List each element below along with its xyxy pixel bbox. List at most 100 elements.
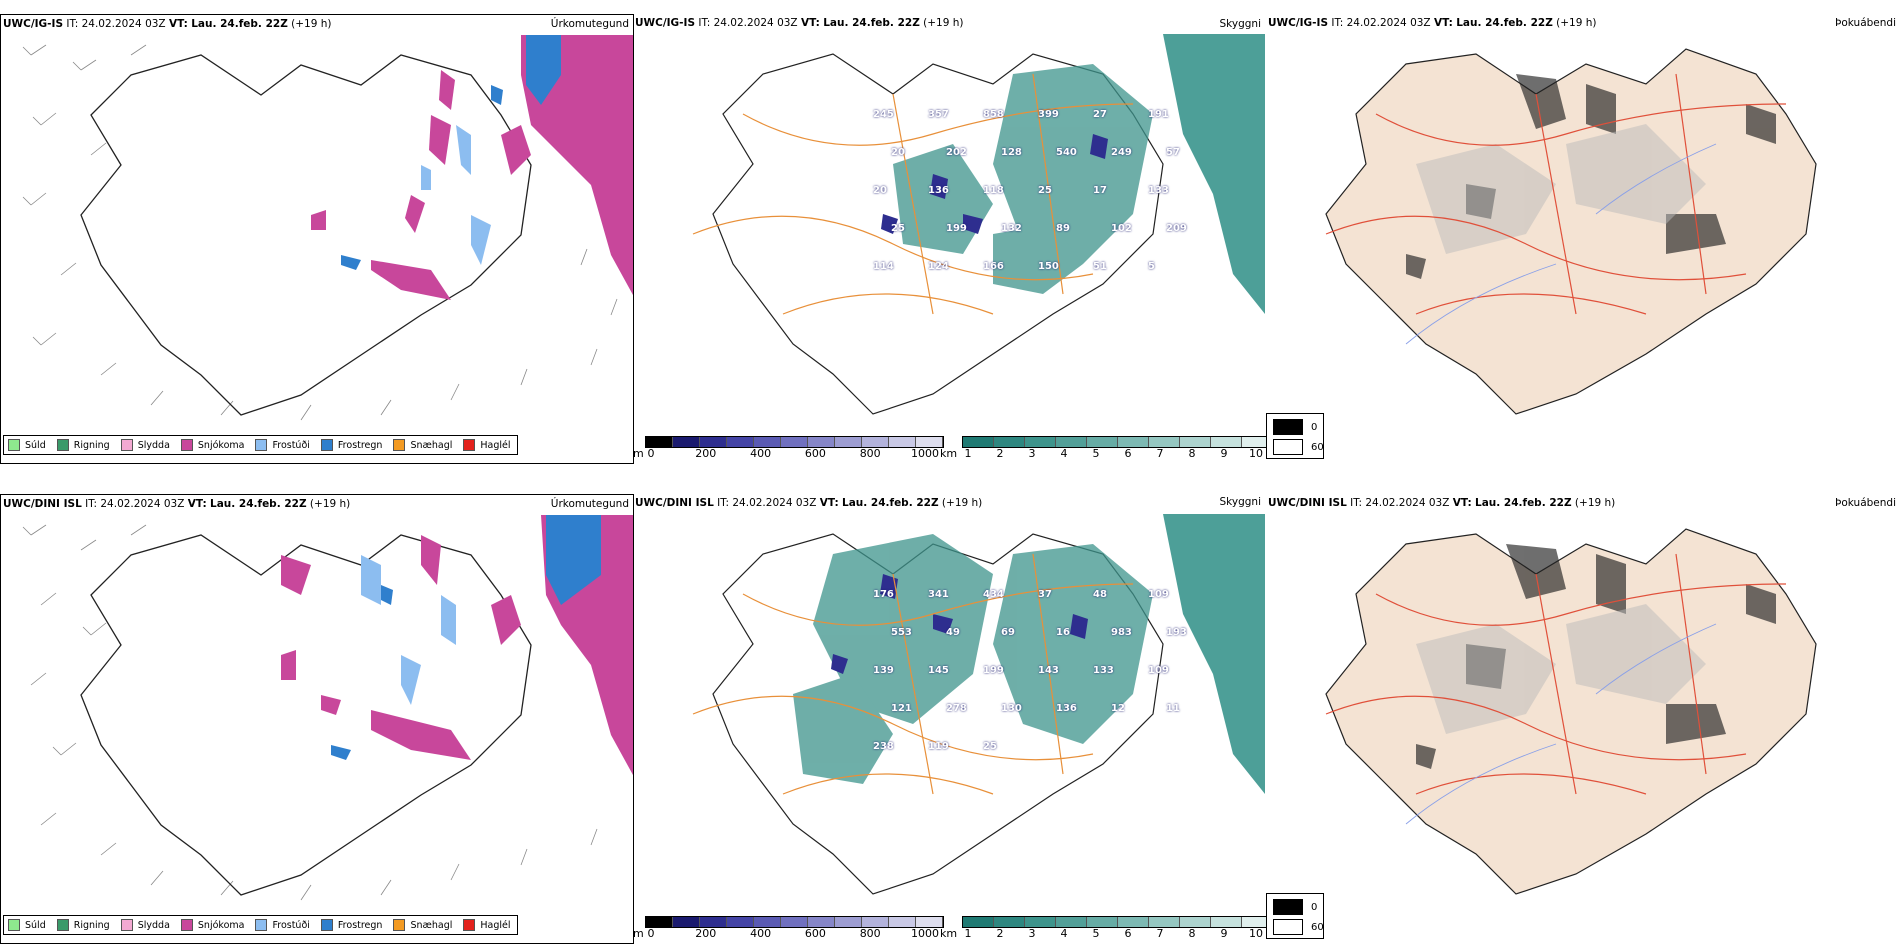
visibility-value-label: 130	[1001, 703, 1022, 714]
legend-item: Slydda	[120, 919, 170, 931]
legend-item: Rigning	[56, 439, 110, 451]
legend-label: Haglél	[480, 439, 511, 451]
model-name: UWC/DINI ISL	[635, 497, 714, 509]
legend-item: Haglél	[463, 439, 511, 451]
vt-value: Lau. 24.feb. 22Z	[1475, 497, 1572, 509]
fog-swatch	[1273, 439, 1303, 455]
colorbar-segment	[963, 437, 994, 447]
legend-swatch	[393, 919, 406, 931]
fog-legend-item: 60	[1273, 919, 1324, 935]
ceiling-unit: m	[633, 447, 644, 460]
visibility-value-label: 133	[1093, 665, 1114, 676]
legend-swatch	[8, 439, 20, 451]
it-label: IT:	[717, 497, 730, 509]
precip-panel-ig: UWC/IG-IS IT: 24.02.2024 03Z VT: Lau. 24…	[0, 14, 634, 464]
legend-label: Snæhagl	[410, 439, 453, 451]
visibility-value-label: 20	[891, 147, 905, 158]
visibility-value-label: 109	[1148, 589, 1169, 600]
visibility-value-label: 136	[1056, 703, 1077, 714]
cloud-label-dini: Skyggni	[1219, 496, 1262, 508]
precip-panel-dini: UWC/DINI ISL IT: 24.02.2024 03Z VT: Lau.…	[0, 494, 634, 944]
colorbar-tick-label: 0	[647, 927, 655, 940]
legend-item: Snæhagl	[393, 919, 452, 931]
vt-label: VT:	[1452, 497, 1472, 509]
colorbar-segment	[1180, 917, 1211, 927]
colorbar-segment	[1211, 437, 1242, 447]
fog-legend-dini: 0 60	[1266, 893, 1324, 939]
lead-time: (+19 h)	[1556, 17, 1597, 29]
visibility-value-label: 166	[983, 261, 1004, 272]
colorbar-segment	[1149, 437, 1180, 447]
legend-swatch	[120, 919, 133, 931]
lead-time: (+19 h)	[291, 18, 332, 30]
fog-legend-item: 60	[1273, 439, 1324, 455]
colorbar-segment	[1056, 917, 1087, 927]
visibility-value-label: 109	[1148, 665, 1169, 676]
fog-swatch	[1273, 899, 1303, 915]
ceiling-colorbar-dini: m 0 200 400 600 800 1000	[633, 916, 944, 946]
colorbar-segment	[673, 917, 700, 927]
colorbar-tick-label: 10	[1249, 447, 1263, 460]
visibility-value-label: 133	[1148, 185, 1169, 196]
colorbar-segment	[1087, 917, 1118, 927]
legend-item: Frostregn	[320, 439, 383, 451]
colorbar-segment	[1149, 917, 1180, 927]
colorbar-segment	[916, 437, 943, 447]
legend-label: Snjókoma	[197, 439, 245, 451]
visibility-value-label: 20	[873, 185, 887, 196]
row-dini: UWC/DINI ISL IT: 24.02.2024 03Z VT: Lau.…	[0, 480, 1900, 950]
colorbar-segment	[700, 437, 727, 447]
visibility-value-label: 399	[1038, 109, 1059, 120]
visibility-value-label: 69	[1001, 627, 1015, 638]
colorbar-tick-label: 6	[1124, 927, 1132, 940]
lead-time: (+19 h)	[1574, 497, 1616, 509]
fog-swatch	[1273, 419, 1303, 435]
legend-label: Frostregn	[337, 439, 383, 451]
visibility-value-label: 176	[873, 589, 894, 600]
colorbar-tick-label: 800	[859, 447, 881, 460]
visibility-value-label: 118	[983, 185, 1004, 196]
colorbar-tick-label: 1000	[911, 447, 939, 460]
ceiling-bar	[645, 436, 944, 448]
visibility-value-label: 341	[928, 589, 949, 600]
colorbar-segment	[1056, 437, 1087, 447]
legend-item: Snjókoma	[180, 439, 245, 451]
it-label: IT:	[66, 18, 79, 30]
cloud-title-dini: UWC/DINI ISL IT: 24.02.2024 03Z VT: Lau.…	[635, 497, 982, 509]
legend-item: Rigning	[56, 919, 110, 931]
colorbar-tick-label: 400	[750, 927, 772, 940]
it-value: 24.02.2024 03Z	[1365, 497, 1450, 509]
model-name: UWC/DINI ISL	[3, 498, 82, 510]
visibility-colorbar-ig: km 1 2 3 4 5 6 7 8 9 10	[940, 436, 1274, 466]
visibility-value-label: 51	[1093, 261, 1107, 272]
ceiling-bar	[645, 916, 944, 928]
vt-value: Lau. 24.feb. 22Z	[210, 498, 307, 510]
fog-label-ig: Þokuábendi	[1835, 17, 1896, 29]
legend-label: Frostregn	[337, 919, 383, 931]
fog-legend-label: 60	[1311, 921, 1324, 933]
colorbar-segment	[916, 917, 943, 927]
visibility-value-label: 191	[1148, 109, 1169, 120]
visibility-value-label: 121	[891, 703, 912, 714]
legend-label: Slydda	[137, 439, 170, 451]
lead-time: (+19 h)	[941, 497, 983, 509]
visibility-unit: km	[940, 927, 958, 940]
vt-value: Lau. 24.feb. 22Z	[842, 497, 939, 509]
vt-label: VT:	[168, 18, 188, 30]
colorbar-tick-label: 4	[1060, 927, 1068, 940]
colorbar-segment	[963, 917, 994, 927]
it-value: 24.02.2024 03Z	[81, 18, 166, 30]
visibility-value-label: 553	[891, 627, 912, 638]
cloud-title-ig: UWC/IG-IS IT: 24.02.2024 03Z VT: Lau. 24…	[635, 17, 964, 29]
visibility-value-label: 5	[1148, 261, 1155, 272]
colorbar-tick-label: 2	[996, 927, 1004, 940]
colorbar-segment	[808, 917, 835, 927]
colorbar-segment	[673, 437, 700, 447]
legend-swatch	[180, 439, 193, 451]
model-name: UWC/DINI ISL	[1268, 497, 1347, 509]
visibility-bar	[962, 436, 1274, 448]
colorbar-segment	[889, 437, 916, 447]
legend-label: Rigning	[73, 439, 110, 451]
visibility-value-label: 245	[873, 109, 894, 120]
cloud-label-ig: Skyggni	[1219, 18, 1262, 30]
